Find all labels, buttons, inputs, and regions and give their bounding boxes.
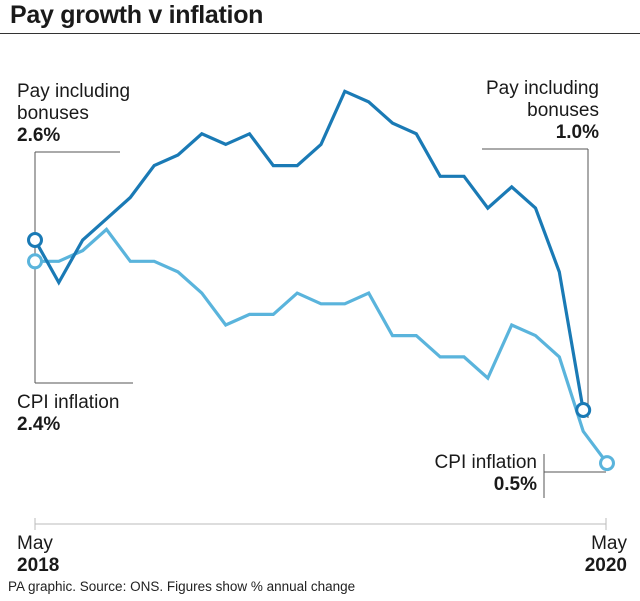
- marker-start-cpi-inflation: [27, 253, 43, 270]
- label-cpi-start-value: 2.4%: [17, 414, 61, 435]
- x-label-end-year: 2020: [584, 555, 627, 576]
- source-footer: PA graphic. Source: ONS. Figures show % …: [8, 579, 356, 594]
- label-cpi-start: CPI inflation 2.4%: [17, 392, 119, 436]
- label-cpi-start-line1: CPI inflation: [17, 392, 120, 413]
- label-cpi-end: CPI inflation 0.5%: [435, 452, 537, 496]
- label-cpi-end-line1: CPI inflation: [434, 452, 537, 473]
- series-line-cpi-inflation: [35, 227, 609, 465]
- label-pay-start-line2: bonuses: [17, 103, 89, 124]
- series-line-pay-including-bonuses: [33, 89, 585, 411]
- marker-end-pay-including-bonuses: [575, 402, 592, 418]
- x-label-end: May 2020: [585, 533, 627, 577]
- x-label-start-year: 2018: [17, 555, 60, 576]
- marker-start-pay-including-bonuses: [27, 232, 43, 248]
- label-pay-end: Pay including bonuses 1.0%: [486, 78, 599, 144]
- x-label-start-month: May: [17, 533, 53, 554]
- label-pay-start: Pay including bonuses 2.6%: [17, 81, 130, 147]
- marker-end-cpi-inflation: [599, 455, 615, 472]
- label-cpi-end-value: 0.5%: [493, 474, 537, 495]
- chart-title: Pay growth v inflation: [10, 1, 264, 29]
- label-pay-start-line1: Pay including: [17, 81, 131, 102]
- label-pay-end-line1: Pay including: [485, 78, 599, 99]
- x-label-start: May 2018: [17, 533, 59, 577]
- label-pay-end-line2: bonuses: [527, 100, 599, 121]
- title-divider: [0, 33, 640, 34]
- x-label-end-month: May: [591, 533, 627, 554]
- label-pay-end-value: 1.0%: [555, 122, 599, 143]
- label-pay-start-value: 2.6%: [17, 125, 61, 146]
